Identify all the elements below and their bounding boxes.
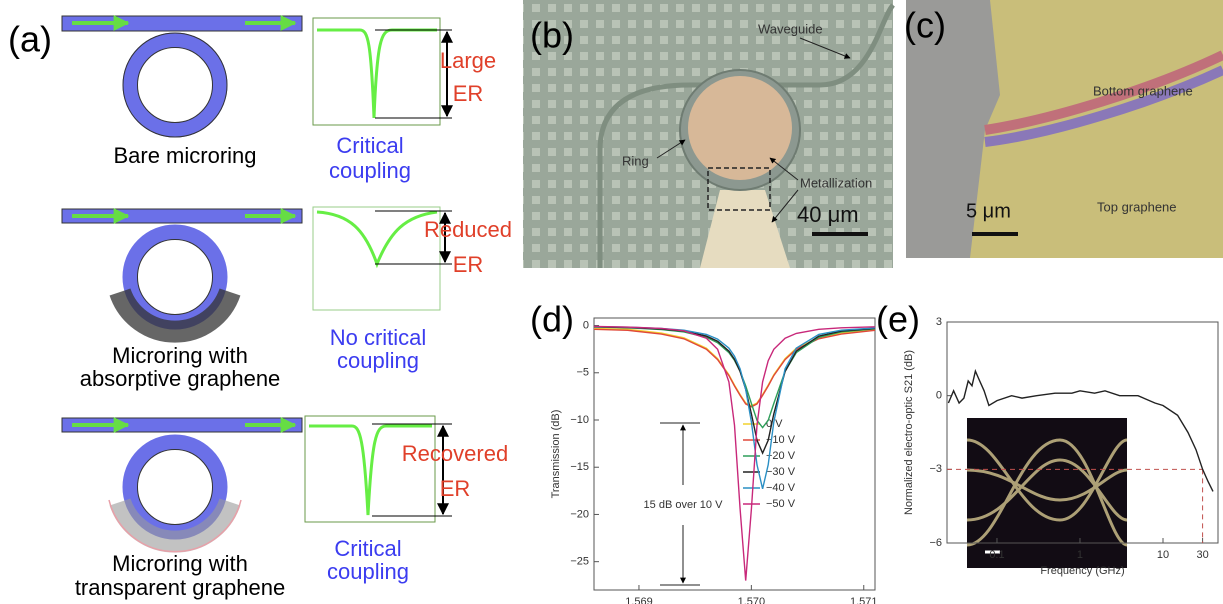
graphene [109, 288, 241, 343]
caption: Microring with [112, 343, 248, 368]
pointer [771, 189, 799, 223]
er-label: Reduced [424, 217, 512, 242]
x-tick-label: 0.1 [989, 549, 1004, 561]
legend-label: −10 V [766, 434, 796, 446]
legend-label: −20 V [766, 450, 796, 462]
eye-traces [966, 438, 1128, 547]
y-tick-label: −3 [929, 463, 942, 475]
coupling: Critical [334, 536, 401, 561]
er-label: Large [440, 48, 496, 73]
panel-label: (d) [530, 299, 574, 340]
y-tick-label: −20 [570, 508, 589, 520]
plot-frame [946, 321, 1219, 544]
er-label: ER [453, 81, 484, 106]
coupling: coupling [329, 158, 411, 183]
y-axis-label: Normalized electro-optic S21 (dB) [903, 350, 915, 515]
x-axis-label: Frequency (GHz) [1040, 565, 1124, 577]
annotation: 15 dB over 10 V [644, 499, 724, 511]
annotation: Metallization [800, 175, 872, 190]
series-line [593, 326, 876, 429]
series-line [593, 328, 876, 408]
x-tick-label: 10 [1157, 549, 1169, 561]
pointer [799, 37, 851, 59]
caption: absorptive graphene [80, 366, 281, 391]
coupling: coupling [327, 559, 409, 584]
caption: Microring with [112, 551, 248, 576]
caption: Bare microring [113, 143, 256, 168]
y-tick-label: −25 [570, 556, 589, 568]
eye-diagram [967, 418, 1127, 568]
inset-box [707, 167, 771, 211]
annotation: Waveguide [758, 21, 823, 36]
annotation: Top graphene [1097, 199, 1177, 214]
x-tick-label: 1,570 [738, 596, 766, 604]
ring [122, 32, 228, 138]
ring-edge [137, 239, 213, 315]
panel-label: (e) [876, 299, 920, 340]
contact [906, 0, 1000, 258]
series-line [593, 325, 876, 490]
scale-label: 5 μm [966, 200, 1011, 222]
graphene [109, 498, 241, 553]
series-line [593, 325, 876, 581]
panel-label: (c) [904, 5, 946, 46]
pointer [769, 157, 799, 181]
graphene-edge [108, 499, 242, 553]
coupling: No critical [330, 325, 427, 350]
coupling: coupling [337, 348, 419, 373]
series-line [947, 368, 1214, 492]
spectrum [317, 28, 437, 119]
y-tick-label: −15 [570, 461, 589, 473]
panel-label: (a) [8, 19, 52, 60]
ring-metal [688, 76, 792, 180]
ring-edge [137, 47, 213, 123]
scale-label: 40 μm [797, 202, 859, 227]
series-line [593, 327, 876, 407]
annotation: Bottom graphene [1093, 83, 1193, 98]
ring-edge [122, 32, 228, 138]
plot-frame [593, 317, 876, 591]
y-tick-label: 3 [936, 316, 942, 328]
legend-label: −30 V [766, 466, 796, 478]
top-graphene [984, 65, 1223, 147]
coupling: Critical [336, 133, 403, 158]
panel-a: (a) Bare microring Critical coupling Lar… [8, 15, 512, 600]
waveguide [597, 3, 896, 268]
y-tick-label: 0 [583, 319, 589, 331]
x-tick-label: 30 [1196, 549, 1208, 561]
legend-label: 0 V [766, 418, 783, 430]
y-tick-label: −10 [570, 414, 589, 426]
annotation: Ring [622, 153, 649, 168]
x-tick-label: 1,571 [850, 596, 878, 604]
x-tick-label: 1,569 [625, 596, 653, 604]
panel-b: (b) Waveguide Ring Metallization 40 μm [523, 0, 896, 268]
y-tick-label: −5 [576, 367, 589, 379]
legend-label: −40 V [766, 482, 796, 494]
pointer [656, 139, 686, 159]
er-label: ER [453, 252, 484, 277]
bottom-graphene [984, 50, 1223, 135]
y-tick-label: 0 [936, 390, 942, 402]
panel-d: (d) 15 dB over 10 V [530, 299, 724, 586]
er-label: Recovered [402, 441, 508, 466]
y-tick-label: −6 [929, 537, 942, 549]
caption: transparent graphene [75, 575, 285, 600]
panel-label: (b) [530, 15, 574, 56]
panel-c: (c) Bottom graphene Top graphene 5 μm [904, 0, 1223, 258]
x-tick-label: 1 [1077, 549, 1083, 561]
ring-edge [137, 449, 213, 525]
er-label: ER [440, 476, 471, 501]
spectrum [309, 424, 432, 516]
legend-label: −50 V [766, 498, 796, 510]
y-axis-label: Transmission (dB) [550, 410, 562, 499]
